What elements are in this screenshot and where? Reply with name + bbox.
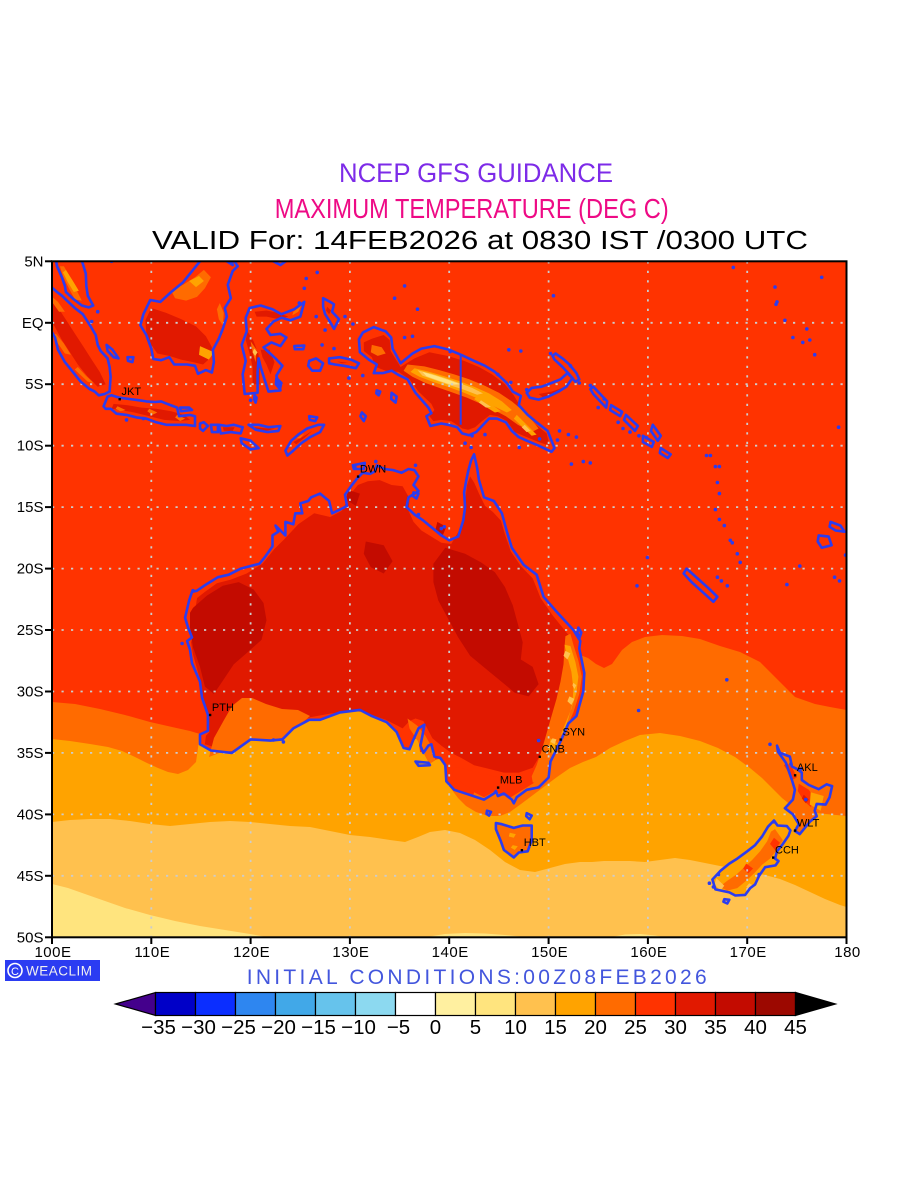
svg-text:15S: 15S — [17, 499, 44, 516]
svg-text:130E: 130E — [332, 944, 369, 961]
svg-text:HBT: HBT — [524, 837, 546, 849]
svg-text:25: 25 — [624, 1016, 647, 1039]
svg-text:NCEP GFS GUIDANCE: NCEP GFS GUIDANCE — [339, 158, 613, 188]
svg-text:−25: −25 — [221, 1016, 256, 1039]
svg-text:35S: 35S — [17, 745, 44, 762]
svg-text:−5: −5 — [387, 1016, 410, 1039]
svg-text:20: 20 — [584, 1016, 607, 1039]
svg-text:5S: 5S — [25, 376, 43, 393]
svg-text:−35: −35 — [141, 1016, 176, 1039]
svg-text:40S: 40S — [17, 806, 44, 823]
svg-text:10S: 10S — [17, 438, 44, 455]
svg-text:30: 30 — [664, 1016, 687, 1039]
svg-text:25S: 25S — [17, 622, 44, 639]
svg-text:50S: 50S — [17, 929, 44, 946]
svg-text:0: 0 — [430, 1016, 441, 1039]
svg-text:40: 40 — [744, 1016, 767, 1039]
svg-text:140E: 140E — [432, 944, 469, 961]
svg-text:−15: −15 — [301, 1016, 336, 1039]
svg-text:5: 5 — [470, 1016, 481, 1039]
svg-text:150E: 150E — [531, 944, 568, 961]
svg-text:EQ: EQ — [22, 315, 44, 332]
svg-text:PTH: PTH — [212, 702, 234, 714]
svg-text:WEACLIM: WEACLIM — [26, 964, 93, 979]
svg-text:30S: 30S — [17, 684, 44, 701]
svg-text:35: 35 — [704, 1016, 727, 1039]
svg-text:180: 180 — [834, 944, 861, 961]
svg-text:45S: 45S — [17, 868, 44, 885]
svg-text:120E: 120E — [233, 944, 270, 961]
svg-text:CCH: CCH — [775, 844, 799, 856]
svg-text:JKT: JKT — [122, 386, 142, 398]
svg-text:15: 15 — [544, 1016, 567, 1039]
svg-text:−10: −10 — [341, 1016, 376, 1039]
svg-text:110E: 110E — [134, 944, 170, 961]
svg-text:C: C — [11, 966, 19, 978]
svg-text:WLT: WLT — [797, 817, 820, 829]
svg-text:170E: 170E — [730, 944, 767, 961]
svg-text:45: 45 — [784, 1016, 807, 1039]
svg-text:AKL: AKL — [797, 762, 818, 774]
svg-text:MAXIMUM TEMPERATURE (DEG C): MAXIMUM TEMPERATURE (DEG C) — [275, 193, 669, 224]
svg-text:DWN: DWN — [360, 463, 386, 475]
svg-text:CNB: CNB — [542, 744, 565, 756]
svg-text:160E: 160E — [630, 944, 667, 961]
svg-text:5N: 5N — [24, 253, 43, 270]
svg-text:−30: −30 — [181, 1016, 216, 1039]
svg-text:20S: 20S — [17, 561, 44, 578]
svg-text:VALID For: 14FEB2026 at 0830 I: VALID For: 14FEB2026 at 0830 IST /0300 U… — [152, 227, 808, 255]
svg-text:−20: −20 — [261, 1016, 296, 1039]
svg-text:10: 10 — [504, 1016, 527, 1039]
svg-text:SYN: SYN — [563, 726, 586, 738]
svg-text:100E: 100E — [34, 944, 71, 961]
svg-text:MLB: MLB — [500, 774, 523, 786]
